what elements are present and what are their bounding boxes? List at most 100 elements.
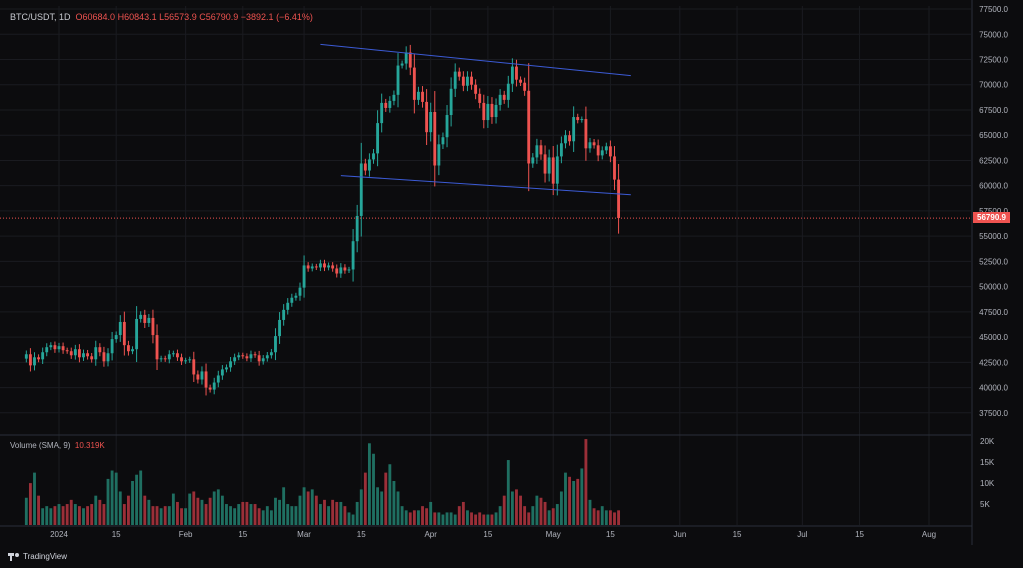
volume-bar <box>539 497 543 525</box>
volume-tick-label: 5K <box>980 500 990 509</box>
tradingview-icon <box>8 552 20 561</box>
volume-bar <box>318 504 322 525</box>
y-tick-label: 65000.0 <box>979 131 1008 140</box>
volume-bar <box>559 491 563 525</box>
candle <box>155 335 159 360</box>
volume-bar <box>474 514 478 525</box>
candle <box>196 374 200 380</box>
candle <box>490 103 494 118</box>
volume-bar <box>184 508 188 525</box>
volume-bar <box>457 506 461 525</box>
volume-bar <box>176 501 179 525</box>
candle <box>506 83 510 100</box>
candle <box>261 358 265 362</box>
volume-bar <box>527 512 531 525</box>
volume-bar <box>139 470 143 525</box>
candle <box>363 163 367 171</box>
candle <box>45 347 49 353</box>
volume-bar <box>494 512 498 525</box>
low-value: L56573.9 <box>159 12 197 22</box>
candle <box>568 135 571 142</box>
volume-bar <box>233 508 237 525</box>
volume-tick-label: 10K <box>980 479 995 488</box>
y-tick-label: 47500.0 <box>979 308 1008 317</box>
candle <box>286 302 290 310</box>
candle <box>135 318 139 350</box>
volume-bar <box>498 506 502 525</box>
volume-bar <box>102 504 106 525</box>
candle <box>33 357 36 366</box>
volume-bar <box>396 491 400 525</box>
candle <box>327 265 331 268</box>
change-value: −3892.1 (−6.41%) <box>240 12 313 22</box>
candle <box>302 265 306 288</box>
volume-bar <box>204 504 208 525</box>
volume-bar <box>339 501 343 525</box>
candle <box>429 111 433 133</box>
candle <box>77 349 81 358</box>
candle <box>61 346 65 351</box>
candle <box>592 142 596 146</box>
volume-bar <box>274 497 277 525</box>
volume-bar <box>441 514 445 525</box>
volume-bar <box>269 510 273 525</box>
candle <box>519 79 522 83</box>
candle <box>580 119 584 121</box>
candle <box>73 349 77 356</box>
candle <box>355 215 359 242</box>
x-tick-label: 15 <box>112 530 121 539</box>
volume-bar <box>163 506 167 525</box>
candle <box>412 67 416 100</box>
candle <box>396 65 400 95</box>
candle <box>584 119 588 149</box>
candle <box>559 143 563 157</box>
volume-bar <box>208 497 212 525</box>
candle <box>572 117 576 142</box>
volume-bar <box>343 506 347 525</box>
volume-bar <box>519 495 522 525</box>
candle <box>351 241 355 270</box>
candle <box>184 360 188 362</box>
candle <box>449 88 453 116</box>
candle <box>608 146 612 157</box>
footer <box>0 546 1023 568</box>
candle <box>167 354 171 360</box>
candle <box>478 93 482 103</box>
candle <box>237 355 241 358</box>
volume-bar <box>384 472 388 525</box>
x-tick-label: 15 <box>733 530 742 539</box>
volume-bar <box>380 491 384 525</box>
volume-bar <box>73 504 77 525</box>
x-tick-label: 2024 <box>50 530 68 539</box>
volume-bar <box>249 504 253 525</box>
candle <box>388 100 392 108</box>
volume-bar <box>564 472 567 525</box>
candle <box>257 355 261 362</box>
volume-bar <box>290 506 294 525</box>
volume-bar <box>490 514 494 525</box>
tradingview-logo[interactable]: TradingView <box>8 552 67 561</box>
volume-bar <box>143 495 147 525</box>
candle <box>400 63 404 66</box>
y-tick-label: 50000.0 <box>979 283 1008 292</box>
volume-bar <box>37 495 41 525</box>
ohlc-header: BTC/USDT, 1D O60684.0 H60843.1 L56573.9 … <box>10 12 313 22</box>
brand-name: TradingView <box>23 552 68 561</box>
candle <box>28 354 32 366</box>
candle <box>498 94 502 105</box>
candle <box>82 353 85 358</box>
candle <box>163 358 167 360</box>
volume-bar <box>453 514 457 525</box>
volume-bar <box>167 506 171 525</box>
candle <box>466 76 469 86</box>
candle <box>604 146 608 151</box>
volume-bar <box>229 506 232 525</box>
volume-bar <box>576 478 580 525</box>
candle <box>151 317 155 336</box>
candle <box>241 355 245 357</box>
volume-tick-label: 20K <box>980 437 995 446</box>
candle <box>225 367 228 370</box>
volume-bar <box>306 491 310 525</box>
